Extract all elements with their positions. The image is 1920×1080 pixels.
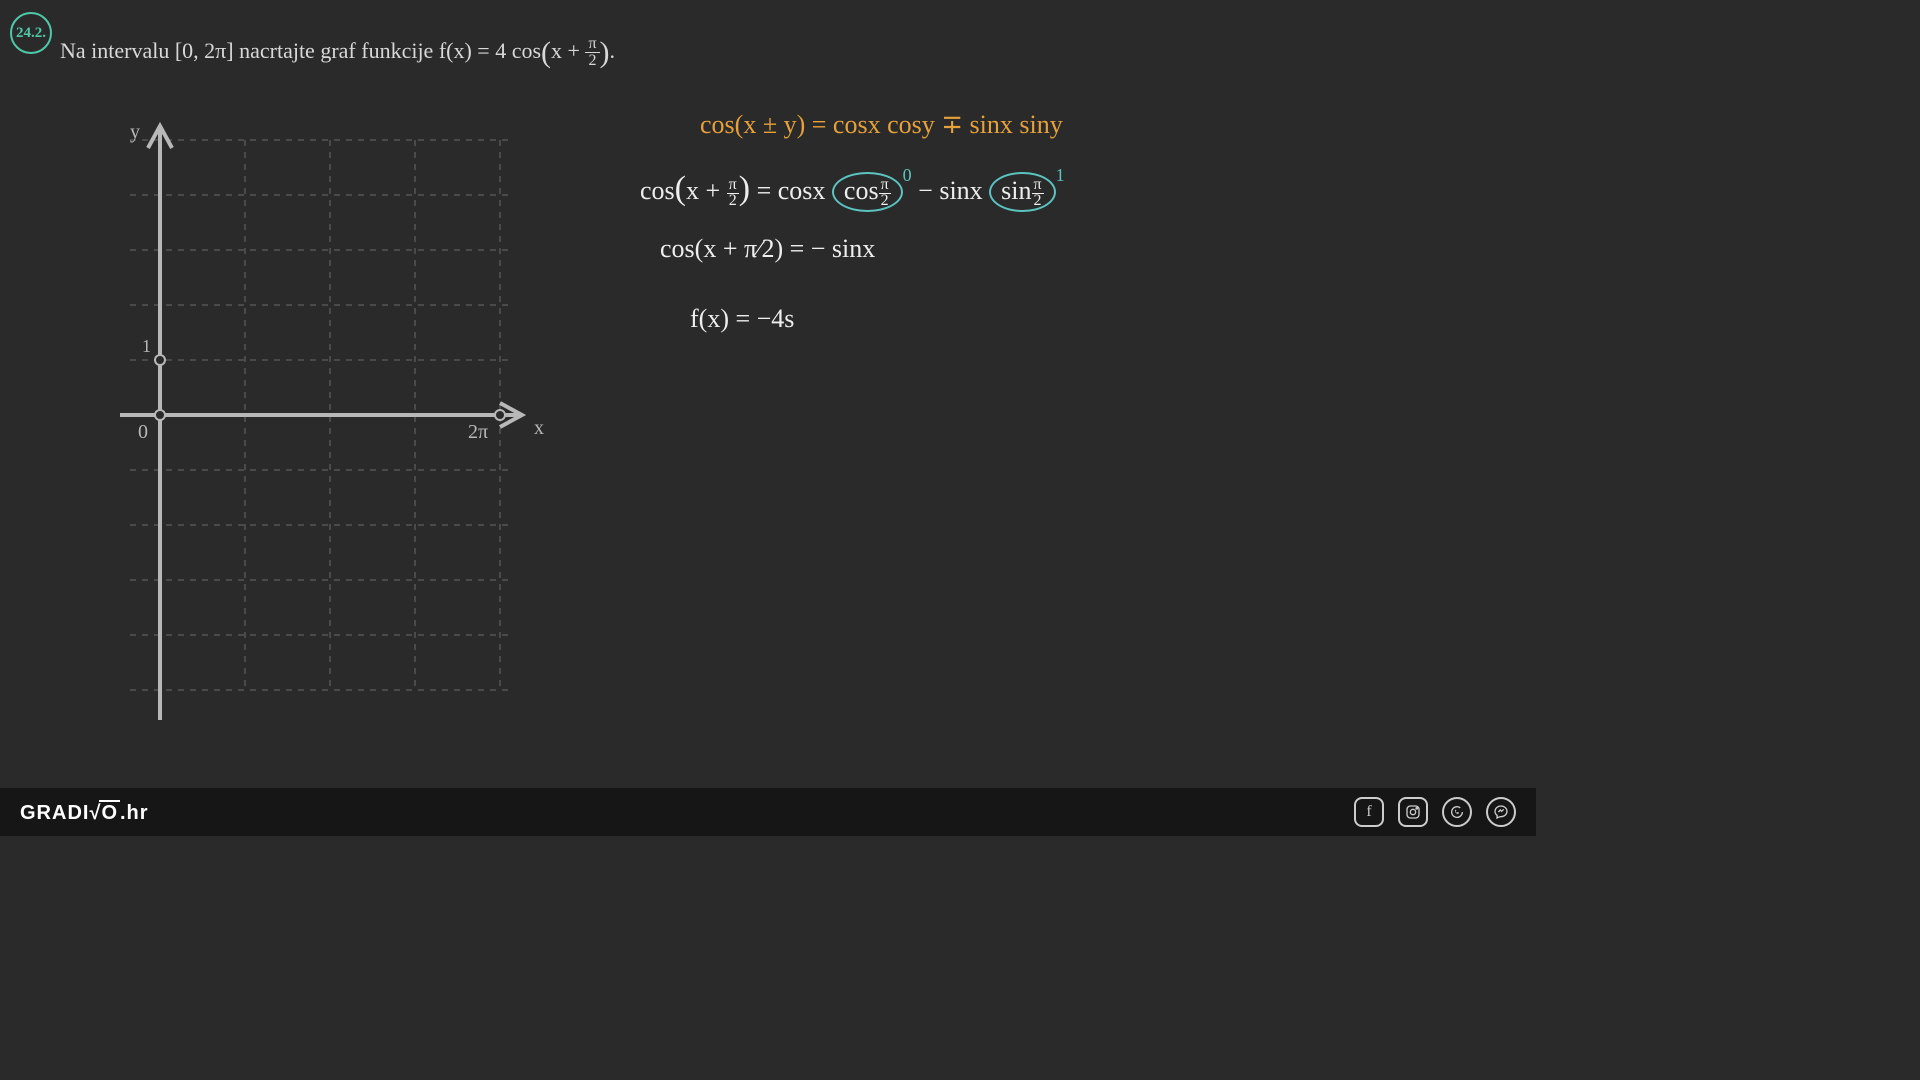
- step1-frac: π2: [727, 178, 739, 208]
- step3-text: f(x) = −4s: [690, 304, 794, 333]
- circled-sin-pi2: sinπ2: [989, 172, 1055, 212]
- circled-cos-pi2: cosπ2: [832, 172, 903, 212]
- problem-fraction: π2: [585, 36, 599, 69]
- problem-number: 24.2.: [16, 25, 46, 42]
- brand-logo: GRADI√O.hr: [20, 800, 149, 825]
- problem-suffix: .: [610, 38, 616, 63]
- step2-text: cos(x + π⁄2) = − sinx: [660, 234, 875, 263]
- open-paren: (: [541, 36, 551, 69]
- c1-prefix: cos: [844, 176, 879, 205]
- footer-bar: GRADI√O.hr f: [0, 788, 1536, 836]
- instagram-icon[interactable]: [1398, 797, 1428, 827]
- identity-lhs: cos(x ± y): [700, 110, 805, 139]
- origin-label: 0: [138, 421, 148, 443]
- axes: [120, 126, 522, 720]
- step1-line: cos(x + π2) = cosx cosπ20 − sinx sinπ21: [640, 170, 1260, 212]
- paren-open: (: [675, 170, 686, 207]
- identity-line: cos(x ± y) = cosx cosy ∓ sinx siny: [700, 110, 1260, 140]
- step1-eq: = cosx: [757, 176, 832, 205]
- origin-dot: [155, 410, 165, 420]
- close-paren: ): [600, 36, 610, 69]
- step1-cos: cos: [640, 176, 675, 205]
- messenger-icon[interactable]: [1486, 797, 1516, 827]
- brand-root: O: [99, 800, 120, 825]
- y-tick-1: [155, 355, 165, 365]
- y-tick-label: 1: [142, 336, 151, 356]
- worked-solution: cos(x ± y) = cosx cosy ∓ sinx siny cos(x…: [640, 110, 1260, 356]
- facebook-icon[interactable]: f: [1354, 797, 1384, 827]
- paren-close: ): [739, 170, 750, 207]
- problem-statement: Na intervalu [0, 2π] nacrtajte graf funk…: [60, 36, 615, 70]
- social-icons: f: [1354, 797, 1516, 827]
- step2-line: cos(x + π⁄2) = − sinx: [660, 234, 1260, 264]
- fraction-numerator: π: [585, 36, 599, 53]
- step1-mid: − sinx: [918, 176, 989, 205]
- eq: =: [812, 110, 833, 139]
- x-axis-label: x: [534, 417, 544, 439]
- brand-pre: GRADI: [20, 802, 89, 824]
- frac-d: 2: [727, 194, 739, 208]
- problem-number-badge: 24.2.: [10, 12, 52, 54]
- c2d: 2: [1032, 194, 1044, 208]
- c2-frac: π2: [1032, 178, 1044, 208]
- problem-arg: x +: [551, 38, 585, 63]
- c2-prefix: sin: [1001, 176, 1031, 205]
- brand-post: .hr: [120, 802, 149, 824]
- c1d: 2: [879, 194, 891, 208]
- identity-rhs: cosx cosy ∓ sinx siny: [833, 110, 1063, 139]
- step3-line: f(x) = −4s: [690, 304, 1260, 334]
- sup-one: 1: [1056, 165, 1065, 185]
- y-axis-label: y: [130, 121, 140, 143]
- x-tick-2pi: [495, 410, 505, 420]
- fraction-denominator: 2: [585, 53, 599, 69]
- c1-frac: π2: [879, 178, 891, 208]
- x-tick-label: 2π: [468, 421, 488, 443]
- coordinate-graph: y x 0 1 2π: [100, 120, 560, 740]
- problem-prefix: Na intervalu [0, 2π] nacrtajte graf funk…: [60, 38, 541, 63]
- step1-arg: x +: [686, 176, 727, 205]
- sup-zero: 0: [903, 165, 912, 185]
- whatsapp-icon[interactable]: [1442, 797, 1472, 827]
